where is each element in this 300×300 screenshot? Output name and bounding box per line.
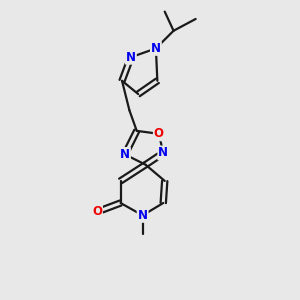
Text: O: O bbox=[154, 127, 164, 140]
Text: N: N bbox=[151, 42, 161, 55]
Text: N: N bbox=[138, 209, 148, 222]
Text: N: N bbox=[120, 148, 130, 161]
Text: N: N bbox=[158, 146, 168, 159]
Text: O: O bbox=[92, 205, 102, 218]
Text: N: N bbox=[126, 51, 136, 64]
